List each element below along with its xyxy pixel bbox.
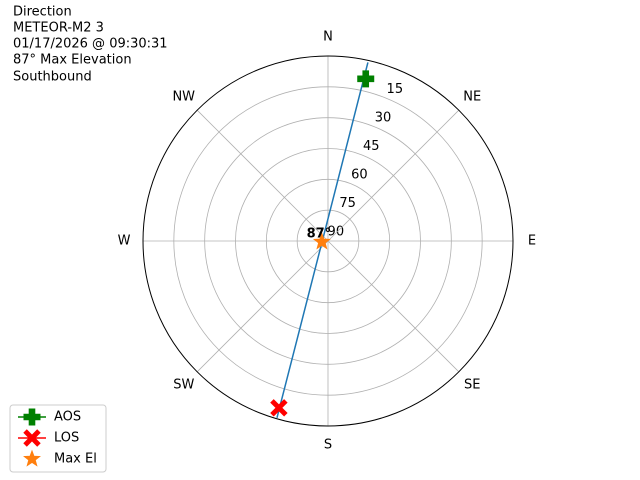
grid-spoke bbox=[196, 109, 329, 242]
theta-tick-label: W bbox=[118, 234, 131, 249]
legend-label: AOS bbox=[54, 410, 81, 425]
subtitle: 87° Max Elevation bbox=[13, 53, 132, 68]
theta-tick-label: NE bbox=[463, 89, 481, 104]
legend-marker bbox=[23, 408, 41, 426]
theta-tick-label: N bbox=[323, 30, 333, 45]
theta-tick-label: NW bbox=[172, 89, 195, 104]
legend-marker bbox=[23, 449, 41, 467]
r-tick-label: 60 bbox=[351, 167, 368, 182]
legend-marker bbox=[23, 429, 41, 447]
r-tick-label: 30 bbox=[375, 110, 392, 125]
grid-spoke bbox=[196, 240, 329, 373]
grid-spoke bbox=[327, 240, 460, 373]
theta-tick-label: SE bbox=[464, 378, 480, 393]
legend-label: LOS bbox=[54, 431, 79, 446]
annotation: 87° bbox=[307, 226, 332, 241]
legend-label: Max El bbox=[54, 452, 97, 467]
marker bbox=[312, 232, 331, 250]
r-tick-label: 90 bbox=[328, 224, 345, 239]
legend: AOS LOS Max El bbox=[9, 404, 107, 473]
theta-tick-label: S bbox=[324, 438, 332, 453]
grid-spoke bbox=[327, 109, 460, 242]
r-tick-label: 15 bbox=[387, 82, 404, 97]
polar-frame bbox=[142, 55, 514, 427]
marker bbox=[270, 399, 288, 417]
subtitle: METEOR-M2 3 bbox=[13, 21, 104, 36]
r-tick-label: 45 bbox=[363, 139, 380, 154]
chart-title: Direction bbox=[13, 5, 72, 20]
marker bbox=[357, 70, 375, 88]
subtitle: 01/17/2026 @ 09:30:31 bbox=[13, 37, 168, 52]
r-tick-label: 75 bbox=[339, 196, 356, 211]
theta-tick-label: SW bbox=[173, 378, 194, 393]
theta-tick-label: E bbox=[528, 234, 536, 249]
subtitle: Southbound bbox=[13, 70, 92, 85]
